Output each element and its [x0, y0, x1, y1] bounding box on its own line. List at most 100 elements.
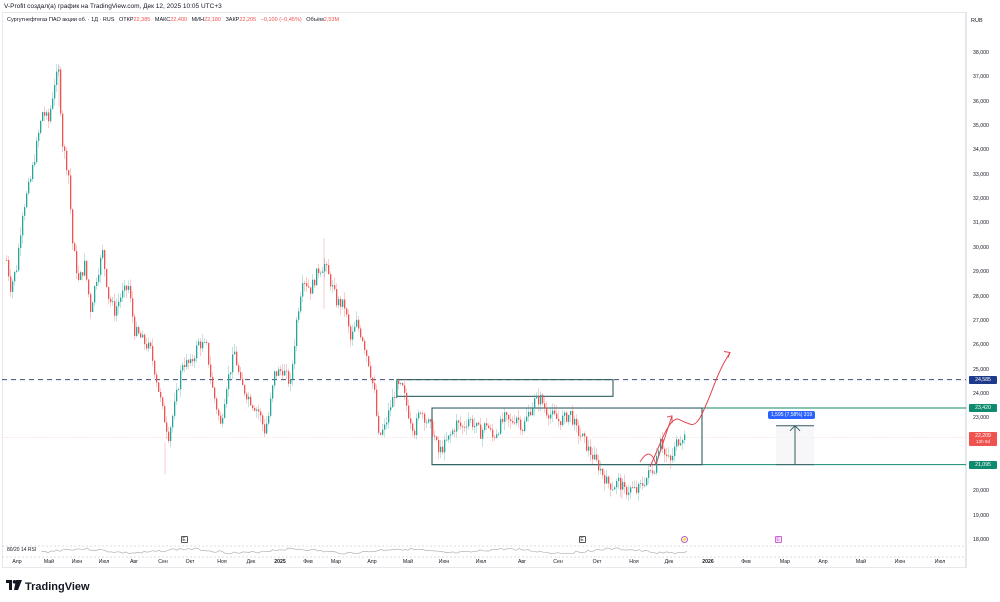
earnings-icon[interactable]: E [578, 536, 586, 543]
candle-body [584, 433, 586, 437]
candle-body [152, 346, 154, 361]
candle-body [508, 414, 510, 420]
candle-body [596, 454, 598, 460]
time-label: Мар [779, 559, 791, 565]
earnings-icon[interactable]: E [774, 536, 782, 543]
candle-body [158, 382, 160, 392]
time-label: Ноя [217, 559, 227, 565]
candle-body [376, 389, 378, 416]
candle-body [44, 112, 46, 116]
resistance-price-tag: 24,585 [969, 375, 997, 384]
zone-box-2 [431, 407, 703, 466]
candle-body [462, 426, 464, 428]
candle-body [218, 409, 220, 416]
time-axis[interactable]: Апр Май Июн Июл Авг Сен Окт Ноя Дек 2025 Фев Мар Апр… [2, 556, 966, 568]
candle-body [632, 487, 634, 489]
candle-body [436, 436, 438, 440]
candle-body [610, 483, 612, 490]
candle-body [530, 411, 532, 416]
candle-body [340, 298, 342, 307]
candle-body [492, 429, 494, 438]
earnings-icon[interactable]: E [180, 536, 188, 543]
candle-body [636, 487, 638, 493]
dividend-icon[interactable]: ⚡ [680, 536, 688, 543]
candle-body [430, 419, 432, 422]
candle-body [574, 418, 576, 425]
candle-body [144, 334, 146, 345]
candle-body [512, 420, 514, 423]
candle-body [204, 341, 206, 343]
price-tick: 25,000 [973, 366, 989, 373]
candle-body [308, 286, 310, 288]
candle-body [226, 389, 228, 405]
change-value: −0,100 (−0,45%) [260, 17, 302, 23]
time-label: 2025 [274, 559, 286, 565]
current-price-tag: 22,209 13h 9d [969, 431, 997, 446]
candle-body [590, 446, 592, 455]
symbol-name[interactable]: Сургутнефтегаз ПАО акции об. · 1Д · RUS [7, 17, 115, 23]
price-chart[interactable] [0, 0, 966, 560]
candle-body [250, 396, 252, 406]
candle-body [414, 430, 416, 436]
candle-body [408, 405, 410, 419]
candle-body [190, 359, 192, 364]
forecast-arrowhead-small-icon [666, 415, 673, 424]
forecast-arrow-small [639, 415, 673, 466]
candle-body [274, 371, 276, 386]
candle-body [246, 393, 248, 400]
candle-body [320, 272, 322, 274]
candle-body [672, 455, 674, 461]
price-tick: 33,000 [973, 171, 989, 178]
candle-body [230, 372, 232, 375]
candle-body [184, 364, 186, 368]
candle-body [660, 439, 662, 451]
candle-body [32, 164, 34, 180]
candle-body [276, 371, 278, 376]
rsi-label: 80/20 14 RSI [7, 547, 37, 553]
candle-body [502, 419, 504, 422]
candle-body [680, 443, 682, 446]
candle-body [486, 423, 488, 426]
chart-pane[interactable] [2, 12, 966, 568]
candle-body [410, 418, 412, 424]
candle-body [94, 286, 96, 303]
candle-body [108, 286, 110, 299]
candle-body [266, 423, 268, 434]
candle-body [48, 112, 50, 122]
time-label: 2026 [702, 559, 714, 565]
candle-body [652, 470, 654, 474]
candle-body [568, 414, 570, 422]
currency-label[interactable]: RUB [971, 18, 983, 24]
candle-body [458, 420, 460, 423]
candle-body [668, 455, 670, 457]
time-label: Авг [517, 559, 527, 565]
candle-body [548, 415, 550, 419]
price-scale[interactable]: RUB 38,000 37,000 36,000 35,000 34,000 33,000… [966, 12, 999, 568]
candle-body [562, 415, 564, 426]
candle-body [314, 279, 316, 286]
candle-body [12, 281, 14, 292]
candle-body [416, 418, 418, 436]
candle-body [242, 378, 244, 386]
candle-body [288, 371, 290, 384]
candle-body [560, 421, 562, 426]
candle-body [638, 483, 640, 493]
candle-body [136, 327, 138, 337]
candle-body [460, 422, 462, 427]
candle-body [446, 439, 448, 441]
bar-countdown: 13h 9d [975, 438, 991, 444]
open-label: ОТКР [118, 17, 134, 23]
candle-body [220, 415, 222, 424]
candle-body [360, 328, 362, 338]
rsi-line [41, 547, 688, 555]
candle-body [558, 418, 560, 422]
candle-body [552, 410, 554, 415]
candle-body [654, 472, 656, 474]
candle-body [366, 350, 368, 357]
candle-body [540, 394, 542, 405]
candle-body [396, 380, 398, 399]
candle-body [198, 341, 200, 346]
candle-body [522, 429, 524, 432]
candle-body [82, 272, 84, 276]
candle-body [18, 247, 20, 271]
